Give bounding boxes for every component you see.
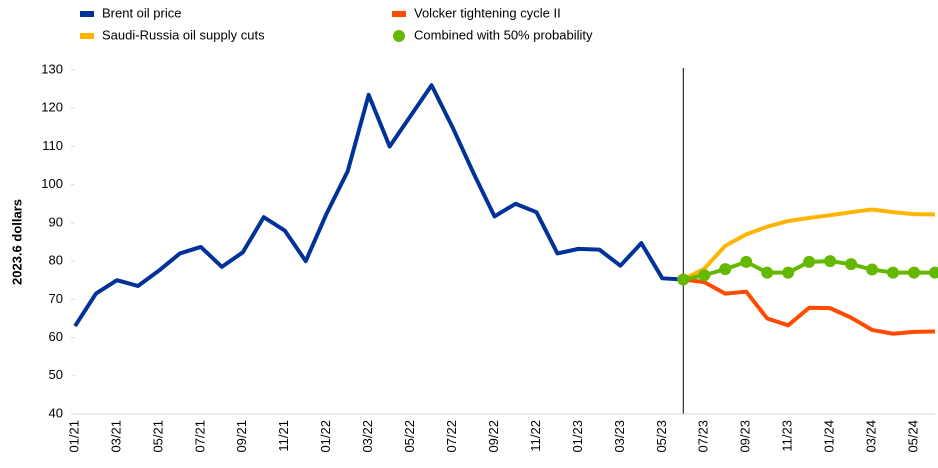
- legend-swatch: [80, 11, 94, 17]
- x-tick-label: 05/23: [654, 420, 669, 453]
- legend-label: Volcker tightening cycle II: [414, 5, 561, 20]
- series-marker: [677, 273, 690, 286]
- series-line: [682, 207, 936, 282]
- series-marker: [719, 263, 732, 276]
- x-tick-label: 03/22: [360, 420, 375, 453]
- x-tick-label: 09/21: [234, 420, 249, 453]
- y-tick-label: 110: [42, 138, 63, 153]
- x-tick-label: 09/22: [486, 420, 501, 453]
- x-tick-label: 01/21: [66, 420, 81, 453]
- legend-label: Brent oil price: [102, 5, 181, 20]
- y-tick-label: 50: [49, 367, 63, 382]
- y-tick-label: 100: [41, 176, 63, 191]
- series-marker: [887, 266, 900, 279]
- y-axis-label: 2023.6 dollars: [9, 199, 24, 285]
- x-tick-label: 03/24: [864, 420, 879, 453]
- legend-swatch: [393, 30, 405, 42]
- x-tick-label: 07/21: [192, 420, 207, 453]
- series-marker: [782, 266, 795, 279]
- legend-swatch: [392, 11, 406, 17]
- x-tick-label: 03/23: [612, 420, 627, 453]
- series-marker: [740, 255, 753, 268]
- x-tick-label: 05/24: [905, 420, 920, 453]
- series-line: [73, 83, 684, 328]
- series-marker: [803, 255, 816, 268]
- legend-swatch: [80, 33, 94, 39]
- series-line: [683, 277, 936, 336]
- x-tick-label: 11/21: [276, 420, 291, 452]
- series-marker: [908, 266, 921, 279]
- y-tick-label: 40: [49, 405, 63, 420]
- x-tick-label: 11/23: [780, 420, 795, 452]
- y-tick-label: 90: [49, 214, 63, 229]
- series-marker: [929, 266, 938, 279]
- x-tick-label: 01/24: [822, 420, 837, 453]
- x-tick-label: 01/23: [570, 420, 585, 453]
- series-marker: [698, 269, 711, 282]
- x-tick-label: 05/21: [150, 420, 165, 453]
- x-tick-label: 03/21: [108, 420, 123, 453]
- x-tick-label: 07/23: [696, 420, 711, 453]
- y-tick-label: 130: [41, 61, 63, 76]
- series-marker: [761, 266, 774, 279]
- y-tick-label: 120: [41, 100, 63, 115]
- x-tick-label: 01/22: [318, 420, 333, 453]
- series-marker: [845, 258, 858, 271]
- series-marker: [824, 255, 837, 268]
- x-tick-label: 09/23: [738, 420, 753, 453]
- y-tick-label: 60: [49, 329, 63, 344]
- x-tick-label: 05/22: [402, 420, 417, 453]
- y-tick-label: 80: [49, 253, 63, 268]
- x-tick-label: 11/22: [528, 420, 543, 452]
- legend-label: Saudi-Russia oil supply cuts: [102, 27, 265, 42]
- legend-label: Combined with 50% probability: [414, 27, 593, 42]
- x-tick-label: 07/22: [444, 420, 459, 453]
- series-marker: [866, 263, 879, 276]
- y-tick-label: 70: [49, 291, 63, 306]
